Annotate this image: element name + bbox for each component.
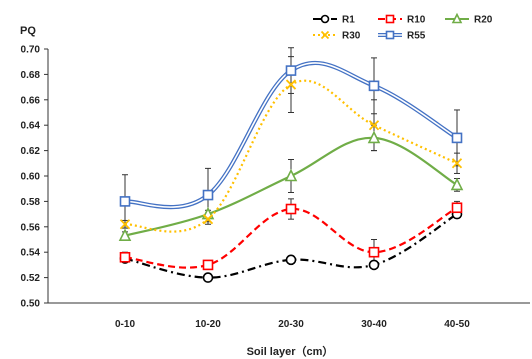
marker-r55: [368, 80, 380, 92]
marker-r20: [367, 130, 381, 144]
y-tick-label: 0.58: [21, 197, 41, 208]
marker-r55: [451, 132, 463, 144]
y-tick-label: 0.64: [21, 121, 41, 132]
marker-r30: [119, 219, 131, 230]
x-axis-label: Soil layer（cm）: [247, 345, 334, 358]
x-tick-label: 30-40: [361, 319, 387, 330]
y-tick-label: 0.56: [21, 222, 41, 233]
legend-label: R20: [474, 15, 493, 26]
marker-r30-legend: [320, 30, 330, 40]
legend: R1 R10 R20 R30 R55: [313, 12, 493, 42]
legend-label: R10: [407, 15, 426, 26]
x-tick-label: 40-50: [444, 319, 470, 330]
x-tick-label: 0-10: [115, 319, 135, 330]
marker-r1: [368, 259, 380, 271]
legend-item-r55: R55: [378, 31, 426, 42]
legend-label: R1: [342, 15, 355, 26]
marker-r55-legend: [385, 30, 395, 40]
y-axis: 0.50 0.52 0.54 0.56 0.58 0.60 0.62 0.64 0.66 0.68…: [21, 45, 49, 310]
marker-r10: [368, 246, 380, 258]
y-tick-label: 0.54: [21, 248, 41, 259]
marker-r1: [285, 254, 297, 266]
legend-item-r1: R1: [313, 15, 355, 26]
legend-item-r20: R20: [445, 12, 493, 26]
y-tick-label: 0.60: [21, 172, 41, 183]
marker-r10-legend: [385, 14, 395, 24]
y-tick-label: 0.62: [21, 146, 41, 157]
y-tick-label: 0.70: [21, 45, 41, 56]
marker-r20: [450, 177, 464, 191]
x-axis: 0-10 10-20 20-30 30-40 40-50: [48, 302, 530, 330]
y-tick-label: 0.52: [21, 273, 41, 284]
legend-item-r30: R30: [313, 31, 361, 42]
marker-r10: [285, 203, 297, 215]
marker-r55: [285, 65, 297, 76]
marker-r30: [285, 79, 297, 90]
marker-r10: [451, 202, 463, 214]
marker-r10: [202, 259, 214, 271]
marker-r30: [202, 214, 214, 225]
series-markers: [118, 65, 464, 283]
marker-r10: [119, 251, 131, 263]
y-tick-label: 0.50: [21, 299, 41, 310]
marker-r1-legend: [320, 14, 330, 24]
series-line-r10: [124, 206, 458, 269]
marker-r20-legend: [451, 12, 463, 24]
marker-r55: [119, 196, 131, 207]
x-tick-label: 10-20: [195, 319, 221, 330]
marker-r20: [284, 168, 298, 182]
marker-r20: [118, 228, 132, 241]
y-tick-label: 0.68: [21, 70, 41, 81]
marker-r55: [202, 189, 214, 201]
error-bars: [122, 47, 460, 281]
legend-label: R55: [407, 31, 426, 42]
y-tick-label: 0.66: [21, 95, 41, 106]
legend-item-r10: R10: [378, 15, 426, 26]
marker-r30: [451, 158, 463, 169]
y-axis-label: PQ: [20, 25, 36, 37]
marker-r1: [202, 272, 214, 283]
series-line-r1: [124, 213, 458, 279]
x-tick-label: 20-30: [278, 319, 304, 330]
marker-r30: [368, 120, 380, 131]
legend-label: R30: [342, 31, 361, 42]
